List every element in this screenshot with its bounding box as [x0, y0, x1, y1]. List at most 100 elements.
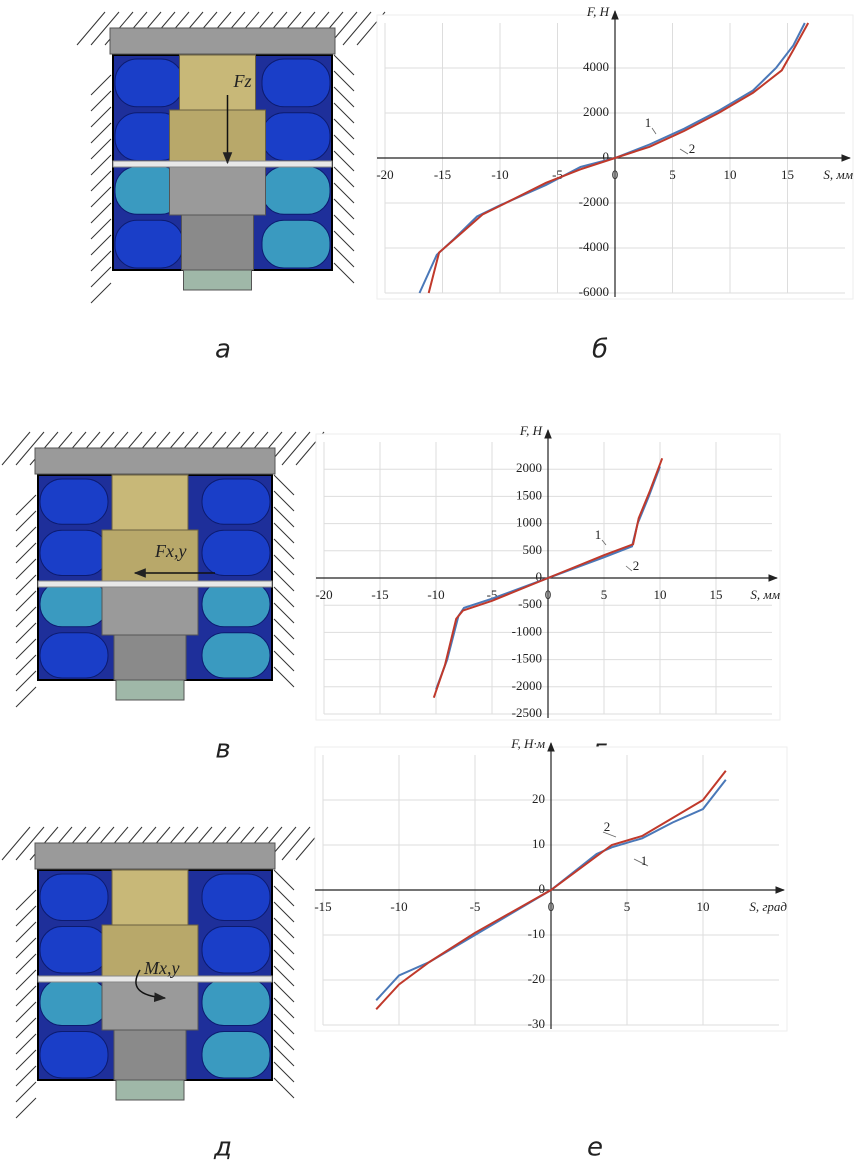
series-label: 1	[641, 853, 648, 868]
hatch	[91, 171, 111, 191]
hatch	[274, 667, 294, 687]
hatch	[16, 671, 36, 691]
figure: FzFx,yMx,y-20-15-10-5051015-6000-4000-20…	[0, 0, 866, 1162]
hatch	[274, 491, 294, 511]
hatch	[16, 543, 36, 563]
elastic-ring	[40, 633, 108, 678]
shaft	[102, 585, 198, 635]
hatch	[343, 12, 371, 45]
hatch	[16, 687, 36, 707]
x-tick-label: 5	[624, 899, 631, 914]
hatch	[274, 870, 294, 890]
elastic-ring	[40, 979, 108, 1026]
y-axis-label: F, Н	[586, 4, 610, 19]
y-tick-label: -30	[528, 1016, 545, 1031]
x-tick-label: -10	[390, 899, 407, 914]
shaft	[112, 870, 188, 925]
elastic-ring	[202, 927, 270, 974]
shaft	[114, 1030, 186, 1080]
hatch	[91, 123, 111, 143]
hatch	[91, 267, 111, 287]
x-tick-label: -20	[376, 167, 393, 182]
hatch	[91, 91, 111, 111]
hatch	[16, 623, 36, 643]
elastic-ring	[40, 874, 108, 921]
hatch	[16, 511, 36, 531]
hatch	[334, 103, 354, 123]
hatch	[16, 906, 36, 926]
hatch	[274, 966, 294, 986]
hatch	[16, 1082, 36, 1102]
force-label: Mx,y	[143, 958, 179, 978]
hatch	[16, 1034, 36, 1054]
fe-model	[2, 432, 324, 707]
hatch	[274, 886, 294, 906]
elastic-ring	[202, 1032, 270, 1079]
top-plate	[35, 843, 275, 869]
hatch	[274, 603, 294, 623]
elastic-ring	[202, 530, 270, 575]
hatch	[91, 283, 111, 303]
hatch	[274, 934, 294, 954]
hatch	[274, 950, 294, 970]
hatch	[334, 215, 354, 235]
series-label: 2	[604, 819, 611, 834]
panel-label: в	[215, 735, 230, 765]
hatch	[91, 251, 111, 271]
elastic-ring	[202, 582, 270, 627]
hatch	[274, 1046, 294, 1066]
hatch	[16, 938, 36, 958]
nut	[116, 1080, 184, 1100]
x-tick-label: 15	[781, 167, 794, 182]
shaft	[182, 215, 254, 270]
x-tick-label: -15	[314, 899, 331, 914]
shaft	[170, 165, 266, 215]
chart: -20-15-10-5051015-6000-4000-200002000400…	[376, 4, 853, 299]
x-tick-label: -15	[371, 587, 388, 602]
elastic-ring	[202, 633, 270, 678]
hatch	[274, 902, 294, 922]
x-tick-label: 5	[601, 587, 608, 602]
shaft	[112, 475, 188, 530]
elastic-ring	[40, 530, 108, 575]
hatch	[334, 151, 354, 171]
hatch	[274, 539, 294, 559]
hatch	[334, 199, 354, 219]
y-axis-label: F, Н	[519, 423, 543, 438]
top-plate	[35, 448, 275, 474]
hatch	[282, 432, 310, 465]
hatch	[334, 263, 354, 283]
hatch	[16, 1098, 36, 1118]
y-tick-label: 1500	[516, 487, 542, 502]
elastic-ring	[115, 59, 183, 107]
fe-model	[77, 12, 385, 303]
hatch	[274, 1014, 294, 1034]
elastic-ring	[262, 167, 330, 215]
hatch	[16, 655, 36, 675]
x-tick-label: 10	[724, 167, 737, 182]
y-tick-label: 20	[532, 791, 545, 806]
series-label: 2	[689, 141, 696, 156]
shaft	[114, 635, 186, 680]
hatch	[16, 890, 36, 910]
y-tick-label: 500	[523, 542, 543, 557]
x-tick-label: -10	[491, 167, 508, 182]
x-tick-label: 5	[669, 167, 676, 182]
hatch	[91, 107, 111, 127]
y-tick-label: -2000	[512, 678, 542, 693]
hatch	[274, 507, 294, 527]
hatch	[334, 247, 354, 267]
x-axis-label: S, град	[749, 899, 787, 914]
elastic-ring	[115, 220, 183, 268]
x-tick-label: 15	[710, 587, 723, 602]
force-label: Fx,y	[154, 541, 186, 561]
y-tick-label: -1000	[512, 623, 542, 638]
x-tick-label: 10	[697, 899, 710, 914]
hatch	[16, 922, 36, 942]
hatch	[16, 1002, 36, 1022]
y-axis-label: F, Н·м	[510, 736, 545, 751]
hatch	[91, 219, 111, 239]
hatch	[16, 1050, 36, 1070]
hatch	[16, 559, 36, 579]
